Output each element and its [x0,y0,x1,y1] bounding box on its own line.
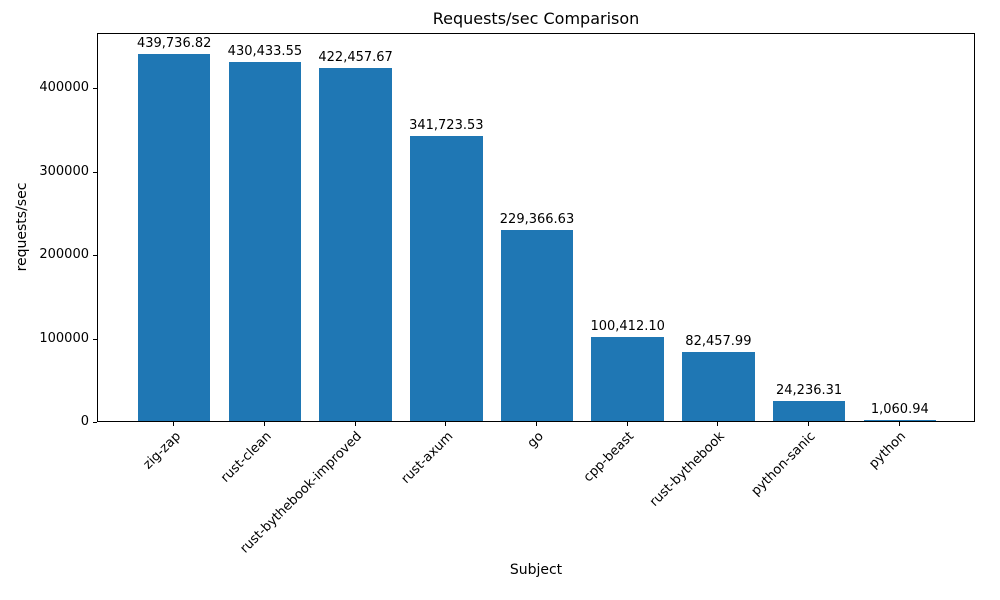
bar-value-label: 341,723.53 [409,117,484,133]
x-tick-mark [717,422,719,426]
y-tick-label: 400000 [39,80,89,96]
bar-rust-clean [228,61,302,421]
y-tick-label: 0 [80,414,89,429]
bar-rust-bythebook-improved [319,68,392,421]
x-tick-label-rust-axum: rust-axum [398,429,456,487]
y-tick-mark [93,338,97,340]
bar-python [863,420,937,421]
x-tick-label-rust-clean: rust-clean [217,429,275,486]
x-tick-mark [354,422,356,426]
bar-value-label: 100,412.10 [590,319,665,335]
x-tick-label-python: python [866,429,910,472]
bar-python-sanic [772,400,846,421]
x-tick-mark [263,422,265,426]
x-tick-mark [173,422,175,426]
y-tick-mark [93,255,97,257]
x-tick-label-cpp-beast: cpp-beast [581,429,638,486]
x-tick-mark [808,422,810,426]
x-tick-mark [626,422,628,426]
y-tick-mark [93,171,97,173]
y-axis-tick-labels: 0 100000 200000 300000 400000 [0,33,89,429]
x-tick-label-python-sanic: python-sanic [748,429,819,499]
bar-cpp-beast [591,337,664,421]
x-tick-label-rust-bythebook: rust-bythebook [647,429,729,510]
x-axis-tick-labels: zig-zap rust-clean rust-bythebook-improved… [97,429,975,559]
bar-zig-zap [137,53,211,421]
y-tick-label: 300000 [39,163,89,179]
bar-value-label: 1,060.94 [870,402,929,417]
y-tick-label: 100000 [39,330,89,346]
bar-value-label: 430,433.55 [227,43,303,59]
bar-value-label: 422,457.67 [318,50,393,66]
bar-value-label: 82,457.99 [685,334,752,350]
bar-value-label: 229,366.63 [499,211,575,227]
x-tick-mark [445,422,447,426]
bar-go [500,229,574,421]
bar-rust-bythebook [682,352,755,421]
y-tick-mark [93,422,97,423]
chart-title: Requests/sec Comparison [432,9,640,28]
x-tick-label-go: go [524,429,547,452]
x-tick-label-zig-zap: zig-zap [140,429,184,473]
plot-area: 439,736.82 430,433.55 422,457.67 341,723.53… [97,33,975,422]
x-tick-mark [898,422,900,426]
bar-rust-axum [410,135,483,421]
y-tick-label: 200000 [39,247,89,263]
x-tick-mark [536,422,537,426]
y-tick-mark [93,88,97,90]
bar-value-label: 24,236.31 [776,382,843,398]
bar-value-label: 439,736.82 [136,35,212,51]
x-axis-label: Subject [509,562,563,578]
